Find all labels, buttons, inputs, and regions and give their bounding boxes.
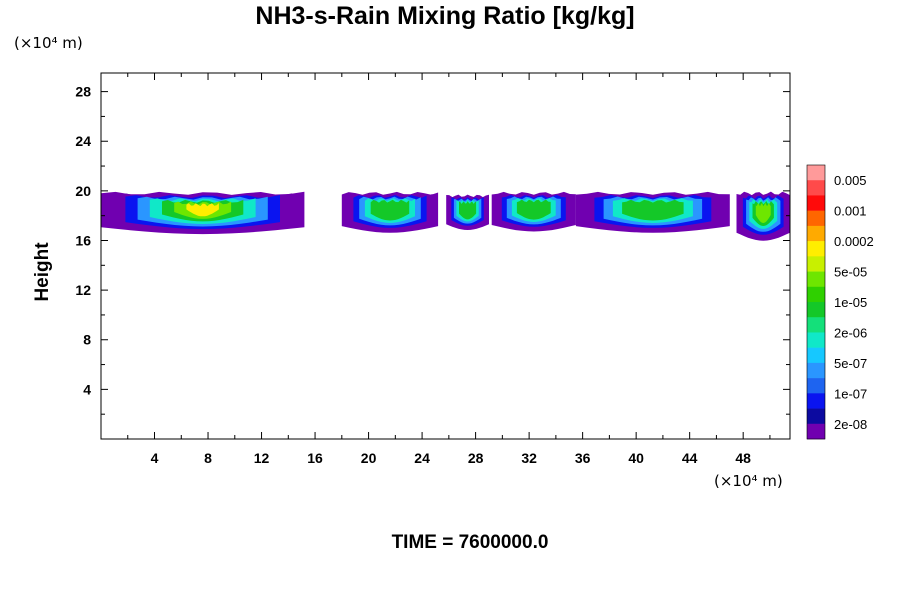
colorbar-label: 2e-06: [834, 325, 867, 340]
chart-title: NH3-s-Rain Mixing Ratio [kg/kg]: [255, 2, 635, 30]
colorbar-label: 1e-05: [834, 295, 867, 310]
x-tick-label: 28: [468, 450, 484, 466]
plot-frame: [100, 72, 791, 440]
colorbar-swatch: [807, 347, 825, 364]
colorbar-swatch: [807, 378, 825, 394]
colorbar-swatch: [807, 180, 825, 196]
colorbar-swatch: [807, 286, 825, 303]
colorbar-swatch: [807, 241, 825, 257]
colorbar-swatch: [807, 271, 825, 288]
x-tick-label: 4: [151, 450, 159, 466]
y-tick-label: 16: [75, 232, 91, 248]
y-tick-label: 12: [75, 282, 91, 298]
cloud-cell-contour: [186, 203, 219, 217]
x-tick-label: 36: [575, 450, 591, 466]
cloud-cell-contour: [622, 199, 684, 221]
colorbar-swatch: [807, 195, 825, 211]
x-tick-label: 40: [628, 450, 644, 466]
colorbar-swatch: [807, 165, 825, 181]
colorbar-swatch: [807, 256, 825, 272]
x-tick-label: 8: [204, 450, 212, 466]
cloud-cell-contour: [755, 202, 771, 223]
colorbar-label: 0.0002: [834, 234, 874, 249]
y-axis-unit: (×10⁴ m): [14, 34, 83, 52]
colorbar-swatch: [807, 393, 825, 409]
colorbar-swatch: [807, 423, 825, 440]
colorbar-label: 1e-07: [834, 386, 867, 401]
x-tick-label: 24: [414, 450, 430, 466]
colorbar-label: 0.001: [834, 204, 867, 219]
colorbar-label: 5e-05: [834, 265, 867, 280]
cloud-cell-contour: [459, 201, 477, 220]
colorbar-swatch: [807, 302, 825, 318]
y-tick-label: 8: [83, 332, 91, 348]
cloud-cell-contour: [516, 199, 551, 220]
colorbar-swatch: [807, 332, 825, 348]
y-tick-label: 20: [75, 183, 91, 199]
colorbar: 0.005 0.001 0.0002 5e-05 1e-05 2e-06 5e-07 1e-0…: [806, 164, 874, 440]
cells-layer: [101, 191, 790, 241]
colorbar-swatch: [807, 408, 825, 425]
y-tick-label: 4: [83, 381, 91, 397]
x-tick-label: 48: [735, 450, 751, 466]
x-axis-unit: (×10⁴ m): [714, 472, 783, 490]
colorbar-frame: [806, 164, 826, 440]
colorbar-swatch: [807, 210, 825, 227]
colorbar-label: 5e-07: [834, 356, 867, 371]
colorbar-swatch: [807, 225, 825, 242]
cloud-cell-contour: [370, 199, 410, 221]
colorbar-swatch: [807, 362, 825, 379]
colorbar-swatch: [807, 317, 825, 333]
time-label: TIME = 7600000.0: [391, 532, 549, 553]
x-tick-label: 16: [307, 450, 323, 466]
x-tick-label: 44: [682, 450, 698, 466]
y-tick-label: 24: [75, 133, 91, 149]
x-tick-label: 12: [254, 450, 270, 466]
colorbar-label: 0.005: [834, 173, 867, 188]
colorbar-label: 2e-08: [834, 417, 867, 432]
x-tick-label: 20: [361, 450, 377, 466]
y-tick-label: 28: [75, 84, 91, 100]
x-tick-label: 32: [521, 450, 537, 466]
